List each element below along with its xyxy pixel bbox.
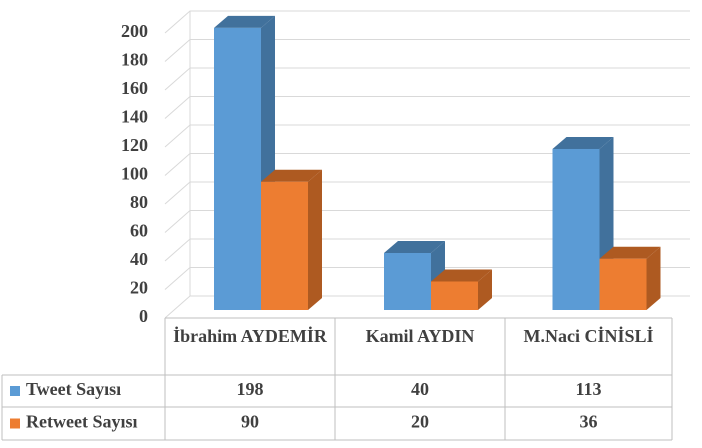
bar-front <box>552 148 600 310</box>
table-value: 113 <box>575 379 601 399</box>
bar <box>431 269 492 310</box>
category-cell: İbrahim AYDEMİR <box>173 326 327 346</box>
bar-top <box>384 241 445 253</box>
table-value: 198 <box>237 379 264 399</box>
table-value: 40 <box>411 379 429 399</box>
bar-top <box>552 136 614 149</box>
bar-top <box>261 169 322 182</box>
bar-front <box>599 258 647 310</box>
bar <box>261 169 322 310</box>
x-tick-label: İbrahim AYDEMİR <box>173 326 327 346</box>
bar-side <box>646 246 661 310</box>
y-tick-label: 0 <box>139 306 148 326</box>
y-tick-label: 160 <box>121 78 148 98</box>
category-cell: M.Naci CİNİSLİ <box>523 326 654 346</box>
bar <box>599 246 661 310</box>
bar-top <box>599 246 661 259</box>
table-value: 20 <box>411 412 429 432</box>
bar-front <box>384 253 431 310</box>
y-tick-label: 100 <box>121 164 148 184</box>
bar-top <box>214 15 275 28</box>
bar-side <box>308 169 322 310</box>
y-tick-label: 40 <box>130 249 148 269</box>
legend-label: Retweet Sayısı <box>26 412 137 432</box>
bar-top <box>431 269 492 282</box>
x-tick-label: M.Naci CİNİSLİ <box>523 326 654 346</box>
y-tick-label: 140 <box>121 107 148 127</box>
bar-front <box>261 181 308 310</box>
bar-front <box>431 281 478 310</box>
bar-side <box>478 269 492 310</box>
y-tick-label: 200 <box>121 21 148 41</box>
bar-front <box>214 27 261 310</box>
legend-swatch <box>10 418 20 429</box>
table-value: 36 <box>580 412 598 432</box>
legend-label: Tweet Sayısı <box>26 379 121 399</box>
y-tick-label: 20 <box>130 278 148 298</box>
y-tick-label: 60 <box>130 221 148 241</box>
table-value: 90 <box>241 412 259 432</box>
x-tick-label: Kamil AYDIN <box>365 326 475 346</box>
category-cell: Kamil AYDIN <box>365 326 475 346</box>
legend-swatch <box>10 386 20 396</box>
y-tick-label: 180 <box>121 50 148 70</box>
y-tick-label: 80 <box>130 192 148 212</box>
y-tick-label: 120 <box>121 135 148 155</box>
